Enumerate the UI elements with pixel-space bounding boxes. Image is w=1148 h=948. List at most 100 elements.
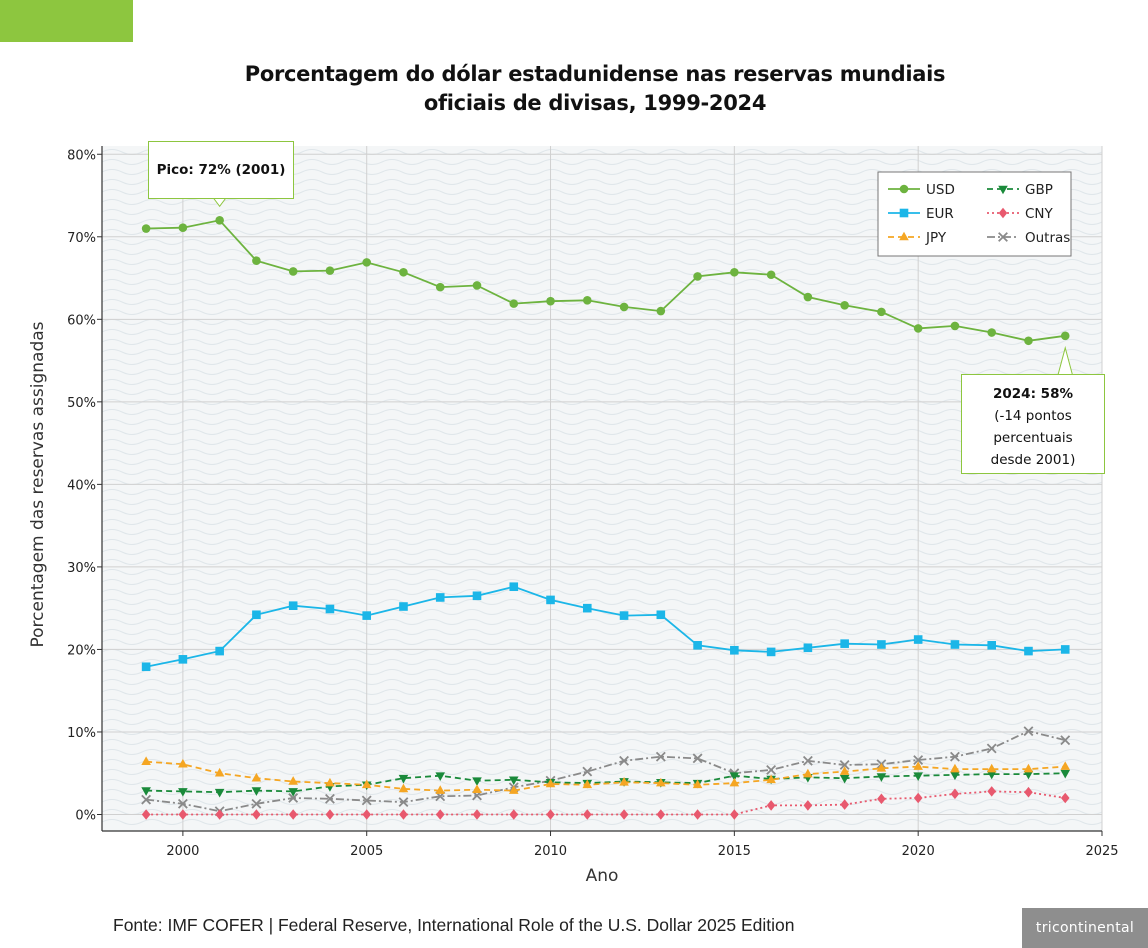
data-point-gbp xyxy=(876,773,887,782)
data-point-gbp xyxy=(839,774,850,784)
data-point-jpy xyxy=(766,774,776,784)
wave-line xyxy=(101,499,1103,505)
wave-line xyxy=(101,259,1103,265)
data-point-eur xyxy=(656,610,666,620)
wave-line xyxy=(101,359,1103,365)
data-point-cny xyxy=(472,809,482,820)
x-tick-label: 2015 xyxy=(718,844,751,859)
y-axis-label: Porcentagem das reservas assignadas xyxy=(28,321,48,647)
data-point-usd xyxy=(619,302,629,312)
data-point-cny xyxy=(1024,786,1033,798)
data-point-gbp xyxy=(986,770,997,780)
data-point-usd xyxy=(1060,331,1070,341)
data-point-cny xyxy=(987,786,997,797)
data-point-cny xyxy=(913,792,923,804)
wave-line xyxy=(101,419,1103,425)
x-tick-label: 2000 xyxy=(166,844,199,859)
chart-title-line-2: oficiais de divisas, 1999-2024 xyxy=(423,91,767,115)
wave-line xyxy=(101,679,1103,685)
data-point-cny xyxy=(325,809,335,820)
x-tick-label: 2020 xyxy=(902,844,935,859)
y-tick-label: 40% xyxy=(67,478,96,493)
data-point-usd xyxy=(399,267,408,277)
x-tick-label: 2005 xyxy=(350,844,383,859)
wave-line xyxy=(101,429,1103,435)
wave-line xyxy=(101,669,1103,675)
data-point-cny xyxy=(546,809,555,820)
data-point-eur xyxy=(840,639,849,648)
wave-line xyxy=(101,289,1103,295)
source-note: Fonte: IMF COFER | Federal Reserve, Inte… xyxy=(113,915,795,935)
data-point-cny xyxy=(399,809,408,820)
data-point-jpy xyxy=(619,777,629,786)
data-point-usd xyxy=(546,296,555,306)
data-point-outras xyxy=(766,764,777,775)
data-point-gbp xyxy=(950,771,960,781)
data-point-gbp xyxy=(1060,769,1071,779)
chart-title: Porcentagem do dólar estadunidense nas r… xyxy=(150,60,1040,118)
wave-line xyxy=(101,509,1103,515)
data-point-usd xyxy=(178,223,188,233)
legend-marker-outras xyxy=(998,232,1008,242)
data-point-gbp xyxy=(508,776,519,786)
annotation-2024-line-3: percentuais xyxy=(993,430,1073,446)
data-point-jpy xyxy=(803,768,813,778)
y-tick-label: 70% xyxy=(67,231,96,246)
legend-box xyxy=(877,171,1072,257)
wave-line xyxy=(101,649,1103,655)
wave-line xyxy=(101,469,1103,475)
series-line-eur xyxy=(145,585,1066,668)
data-point-outras xyxy=(288,793,299,803)
data-point-outras xyxy=(1023,726,1034,737)
data-point-usd xyxy=(472,281,482,290)
data-point-jpy xyxy=(950,763,960,773)
wave-line xyxy=(101,299,1103,305)
data-point-cny xyxy=(435,809,445,820)
data-point-gbp xyxy=(141,787,151,796)
data-point-usd xyxy=(803,292,813,302)
data-point-outras xyxy=(913,755,924,765)
data-point-usd xyxy=(987,328,997,337)
chart-title-line-1: Porcentagem do dólar estadunidense nas r… xyxy=(244,62,946,86)
data-point-usd xyxy=(1024,336,1033,346)
wave-line xyxy=(101,519,1103,525)
data-point-cny xyxy=(288,809,298,820)
data-point-usd xyxy=(766,270,776,280)
data-point-usd xyxy=(950,321,960,331)
data-point-usd xyxy=(582,296,592,305)
data-point-eur xyxy=(509,582,519,592)
data-point-eur xyxy=(178,655,188,664)
wave-line xyxy=(101,369,1103,375)
data-point-outras xyxy=(1060,735,1071,746)
data-point-gbp xyxy=(214,788,225,798)
data-point-eur xyxy=(619,611,629,620)
series-line-gbp xyxy=(146,772,1066,794)
x-tick-label: 2025 xyxy=(1085,844,1118,859)
data-point-jpy xyxy=(251,772,262,782)
y-tick-label: 80% xyxy=(67,148,96,163)
data-point-usd xyxy=(215,215,224,225)
data-point-jpy xyxy=(178,758,188,768)
data-point-gbp xyxy=(251,787,262,796)
legend-marker-cny xyxy=(998,207,1008,219)
data-point-jpy xyxy=(361,779,372,789)
data-point-eur xyxy=(803,643,813,653)
data-point-jpy xyxy=(839,766,850,775)
wave-line xyxy=(101,569,1103,575)
data-point-jpy xyxy=(729,777,740,787)
data-point-jpy xyxy=(141,756,151,765)
annotation-peak-pointer xyxy=(212,196,228,208)
wave-line xyxy=(101,449,1103,455)
legend-marker-usd xyxy=(899,184,909,194)
data-point-usd xyxy=(252,256,261,266)
data-point-outras xyxy=(177,798,188,809)
wave-line xyxy=(101,349,1103,355)
series-line-jpy xyxy=(146,760,1066,792)
data-point-cny xyxy=(840,799,849,810)
data-point-eur xyxy=(399,602,408,611)
series-cny xyxy=(141,786,1070,820)
wave-line xyxy=(101,599,1103,605)
data-point-eur xyxy=(766,647,776,657)
y-tick-label: 60% xyxy=(67,313,96,328)
